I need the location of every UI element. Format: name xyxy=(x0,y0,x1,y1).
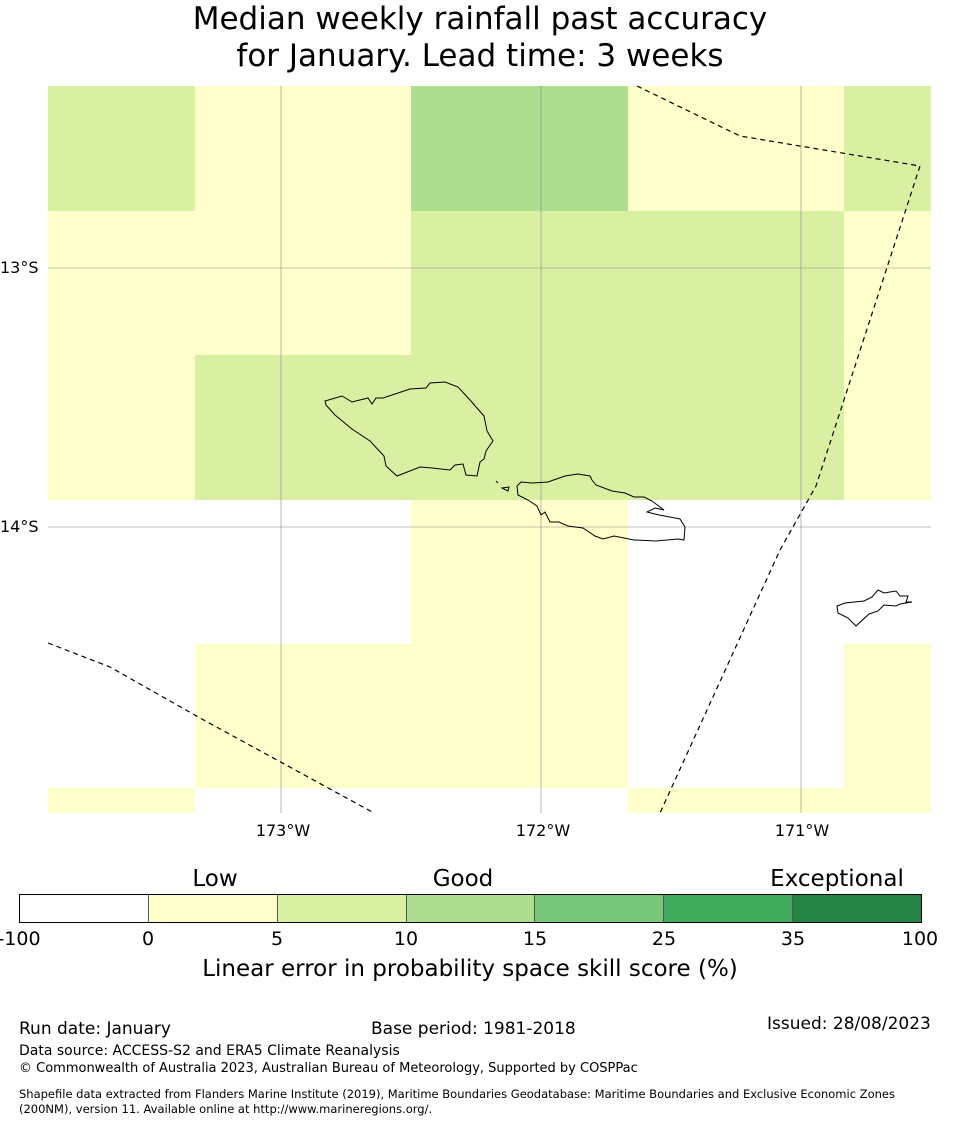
data-source: Data source: ACCESS-S2 and ERA5 Climate … xyxy=(19,1043,400,1059)
lon-label-171w: 171°W xyxy=(774,821,830,840)
skill-grid-cell xyxy=(411,86,628,211)
issued-date: Issued: 28/08/2023 xyxy=(767,1014,931,1034)
skill-grid-cell xyxy=(628,86,844,211)
legend-category-exceptional: Exceptional xyxy=(770,866,904,892)
skill-grid-cell xyxy=(195,788,411,813)
skill-grid-cell xyxy=(844,500,931,644)
skill-grid-cell xyxy=(844,211,931,355)
skill-grid-cell xyxy=(844,86,931,211)
skill-grid-cell xyxy=(628,788,844,813)
map-title-line-1: Median weekly rainfall past accuracy xyxy=(192,1,768,37)
legend-category-low: Low xyxy=(192,866,238,892)
skill-grid-cells xyxy=(48,86,931,813)
graticule xyxy=(48,86,931,813)
skill-grid-cell xyxy=(195,86,411,211)
tutuila-island xyxy=(836,589,913,627)
skill-grid-cell xyxy=(48,355,195,500)
colorbar-segment xyxy=(20,895,149,922)
apolima-island xyxy=(500,486,510,492)
skill-grid-cell xyxy=(628,500,844,644)
skill-grid-cell xyxy=(844,355,931,500)
coastlines xyxy=(324,381,913,627)
skill-grid-cell xyxy=(628,644,844,788)
shapefile-credit-line-2: (200NM), version 11. Available online at… xyxy=(19,1102,433,1116)
lon-label-172w: 172°W xyxy=(515,821,571,840)
skill-grid-cell xyxy=(48,788,195,813)
skill-grid-cell xyxy=(844,788,931,813)
colorbar-tick: 35 xyxy=(780,928,806,950)
skill-grid-cell xyxy=(48,86,195,211)
colorbar-tick: 10 xyxy=(393,928,419,950)
manono-island xyxy=(495,480,499,484)
shapefile-credit-line-1: Shapefile data extracted from Flanders M… xyxy=(19,1087,895,1101)
copyright: © Commonwealth of Australia 2023, Austra… xyxy=(19,1061,638,1076)
skill-grid-cell xyxy=(411,644,628,788)
lat-label-14s: 14°S xyxy=(0,517,39,536)
colorbar xyxy=(19,894,922,923)
legend-category-good: Good xyxy=(432,866,494,892)
skill-grid-cell xyxy=(48,500,195,644)
skill-grid-cell xyxy=(628,211,844,355)
skill-grid-cell xyxy=(48,644,195,788)
colorbar-tick: 100 xyxy=(901,928,939,950)
colorbar-segment xyxy=(406,895,536,922)
savaii-island xyxy=(324,381,494,477)
skill-grid-cell xyxy=(195,211,411,355)
colorbar-tick: 5 xyxy=(270,928,284,950)
skill-grid-cell xyxy=(411,211,628,355)
colorbar-label: Linear error in probability space skill … xyxy=(202,956,738,982)
skill-grid-cell xyxy=(411,355,628,500)
skill-grid-cell xyxy=(628,355,844,500)
upolu-island xyxy=(516,473,686,542)
map-plot xyxy=(47,85,931,814)
skill-grid-cell xyxy=(411,500,628,644)
skill-grid-cell xyxy=(844,644,931,788)
map-title-line-2: for January. Lead time: 3 weeks xyxy=(236,38,724,74)
colorbar-segment xyxy=(148,895,278,922)
skill-grid-cell xyxy=(195,500,411,644)
skill-grid-cell xyxy=(48,211,195,355)
colorbar-tick: 0 xyxy=(141,928,155,950)
eez-boundary-southwest xyxy=(47,642,375,814)
colorbar-tick: -100 xyxy=(0,928,41,950)
skill-grid-cell xyxy=(195,644,411,788)
run-date: Run date: January xyxy=(19,1019,171,1039)
colorbar-segment xyxy=(664,895,794,922)
colorbar-segment xyxy=(535,895,665,922)
colorbar-tick: 15 xyxy=(522,928,548,950)
skill-grid-cell xyxy=(411,788,628,813)
lat-label-13s: 13°S xyxy=(0,258,39,277)
lon-label-173w: 173°W xyxy=(255,821,311,840)
colorbar-tick: 25 xyxy=(651,928,677,950)
colorbar-segment xyxy=(277,895,407,922)
skill-grid-cell xyxy=(195,355,411,500)
eez-boundaries xyxy=(47,85,921,814)
base-period: Base period: 1981-2018 xyxy=(371,1019,576,1039)
colorbar-segment xyxy=(793,895,922,922)
